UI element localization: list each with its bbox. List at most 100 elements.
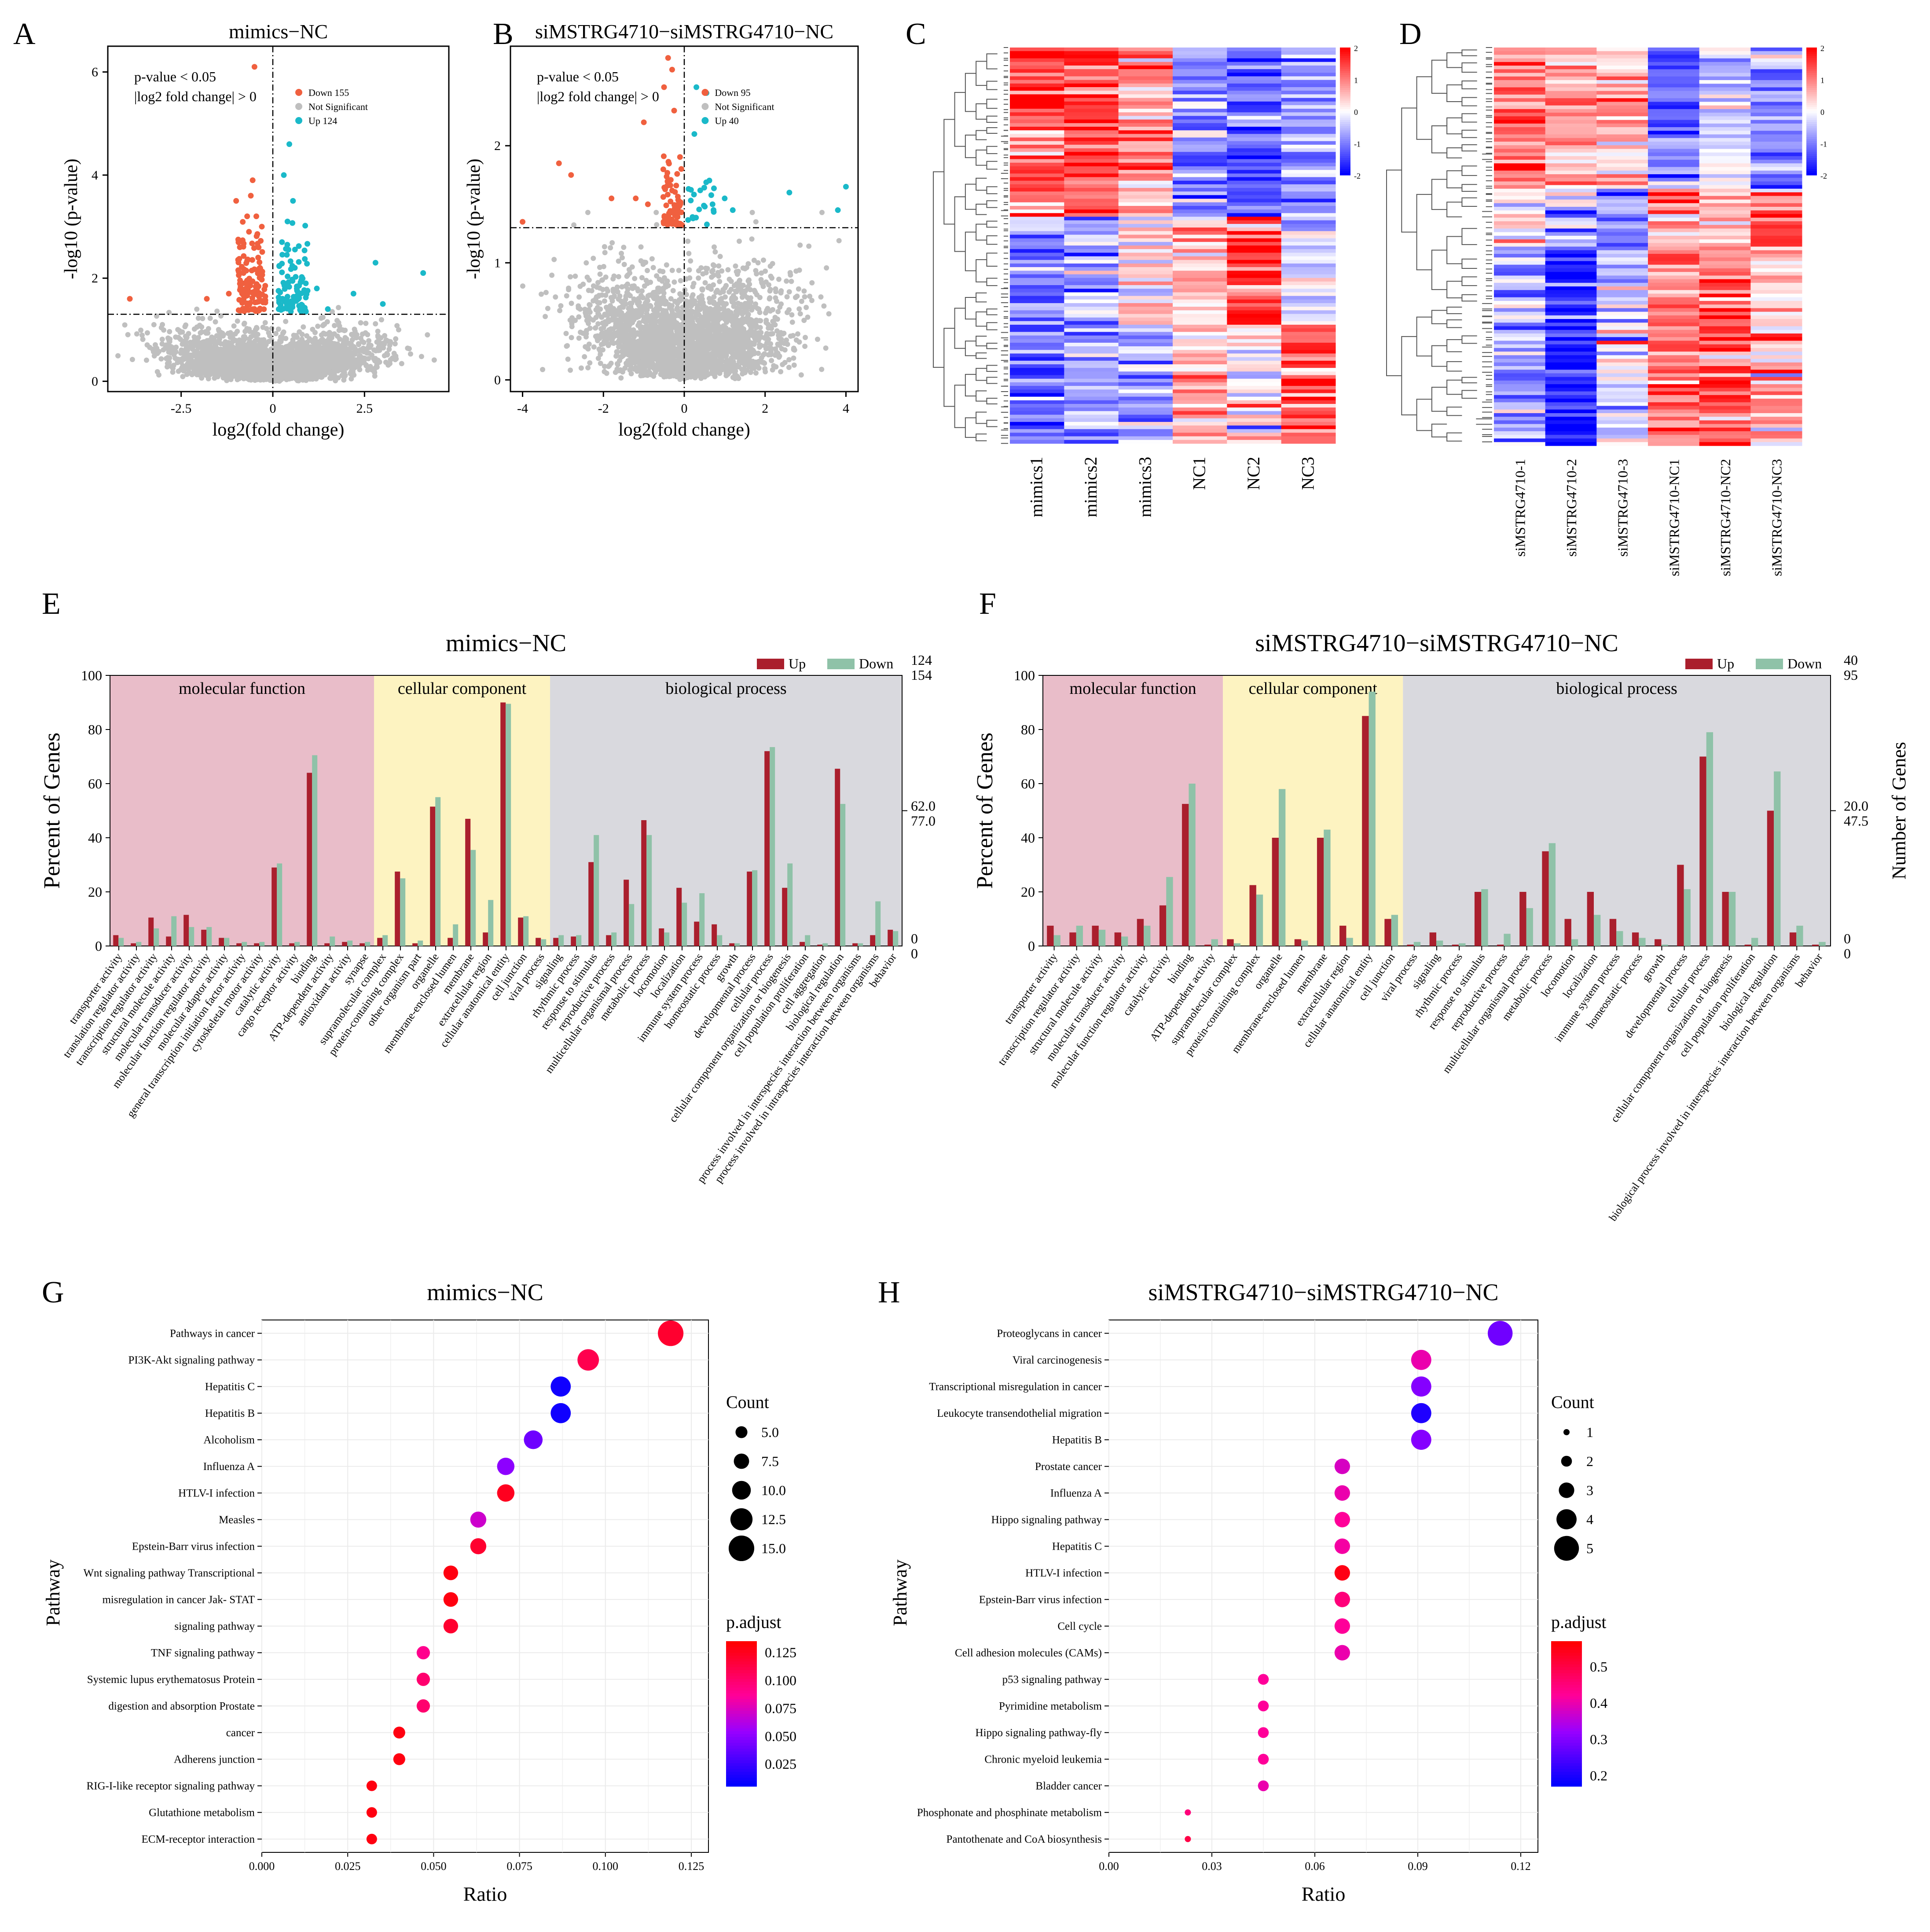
point-not-significant bbox=[609, 240, 615, 246]
point-down bbox=[261, 286, 268, 293]
point-not-significant bbox=[337, 363, 343, 368]
point-not-significant bbox=[618, 375, 624, 381]
point-not-significant bbox=[789, 312, 795, 318]
point-not-significant bbox=[586, 277, 592, 283]
point-not-significant bbox=[199, 375, 205, 381]
point-down bbox=[239, 290, 245, 297]
point-up bbox=[314, 286, 320, 292]
point-not-significant bbox=[213, 319, 218, 325]
point-not-significant bbox=[638, 244, 644, 250]
point-not-significant bbox=[378, 317, 384, 323]
point-not-significant bbox=[712, 249, 718, 255]
point-down bbox=[235, 267, 241, 273]
point-not-significant bbox=[173, 349, 179, 355]
point-up bbox=[284, 218, 290, 224]
point-down bbox=[243, 279, 250, 285]
point-not-significant bbox=[269, 337, 275, 343]
point-not-significant bbox=[795, 331, 800, 337]
volcano-plot-B: -4 -2 0 2 4012siMSTRG4710−siMSTRG4710−NClog2… bbox=[464, 20, 859, 440]
point-not-significant bbox=[318, 315, 324, 321]
point-not-significant bbox=[595, 280, 601, 286]
point-not-significant bbox=[227, 334, 233, 340]
point-not-significant bbox=[266, 353, 272, 359]
point-not-significant bbox=[301, 324, 306, 330]
point-not-significant bbox=[140, 337, 146, 342]
point-up bbox=[302, 290, 308, 296]
point-not-significant bbox=[159, 337, 165, 342]
point-not-significant bbox=[602, 250, 608, 256]
point-not-significant bbox=[175, 327, 181, 333]
y-tick-label: 2 bbox=[92, 271, 98, 286]
point-not-significant bbox=[333, 348, 339, 353]
point-not-significant bbox=[331, 362, 337, 367]
point-not-significant bbox=[361, 360, 367, 366]
point-not-significant bbox=[690, 292, 696, 298]
point-not-significant bbox=[576, 335, 582, 341]
point-not-significant bbox=[139, 332, 145, 338]
point-not-significant bbox=[648, 322, 654, 327]
point-up bbox=[294, 287, 300, 293]
point-not-significant bbox=[173, 334, 179, 340]
point-not-significant bbox=[262, 320, 268, 326]
point-not-significant bbox=[180, 357, 185, 363]
point-not-significant bbox=[242, 350, 248, 356]
point-not-significant bbox=[425, 332, 430, 337]
point-not-significant bbox=[788, 272, 793, 278]
point-not-significant bbox=[388, 357, 393, 363]
point-not-significant bbox=[778, 369, 784, 374]
point-not-significant bbox=[773, 286, 778, 292]
point-not-significant bbox=[236, 357, 242, 363]
point-not-significant bbox=[336, 327, 342, 333]
point-not-significant bbox=[258, 375, 264, 381]
point-not-significant bbox=[585, 209, 591, 215]
point-not-significant bbox=[662, 301, 668, 307]
point-not-significant bbox=[264, 360, 269, 366]
point-not-significant bbox=[586, 288, 591, 293]
point-down bbox=[236, 272, 242, 279]
point-not-significant bbox=[418, 354, 424, 359]
point-not-significant bbox=[195, 335, 201, 341]
point-not-significant bbox=[191, 334, 197, 340]
point-not-significant bbox=[242, 320, 247, 326]
point-not-significant bbox=[770, 261, 775, 267]
point-not-significant bbox=[751, 257, 757, 263]
point-down bbox=[233, 198, 239, 204]
point-not-significant bbox=[253, 326, 259, 332]
point-not-significant bbox=[192, 359, 198, 364]
point-not-significant bbox=[737, 278, 742, 283]
point-not-significant bbox=[565, 343, 570, 348]
point-not-significant bbox=[180, 374, 186, 379]
point-not-significant bbox=[806, 243, 812, 249]
point-down bbox=[250, 177, 256, 183]
point-not-significant bbox=[331, 370, 337, 376]
point-not-significant bbox=[621, 262, 627, 268]
point-up bbox=[279, 269, 285, 275]
point-down bbox=[236, 297, 242, 303]
point-not-significant bbox=[317, 348, 323, 354]
point-not-significant bbox=[341, 377, 347, 383]
point-not-significant bbox=[686, 251, 692, 257]
point-not-significant bbox=[763, 320, 769, 326]
point-not-significant bbox=[239, 374, 245, 380]
point-not-significant bbox=[327, 339, 333, 345]
point-not-significant bbox=[749, 236, 755, 242]
point-up bbox=[296, 259, 302, 265]
legend-label: Up 124 bbox=[308, 115, 337, 126]
point-not-significant bbox=[261, 352, 267, 358]
point-not-significant bbox=[821, 303, 827, 309]
point-up bbox=[302, 256, 308, 262]
point-not-significant bbox=[375, 333, 381, 338]
point-not-significant bbox=[150, 346, 156, 352]
point-not-significant bbox=[571, 222, 577, 228]
y-tick-label: 0 bbox=[92, 374, 98, 389]
point-not-significant bbox=[716, 263, 722, 269]
point-not-significant bbox=[569, 301, 574, 306]
point-not-significant bbox=[802, 344, 808, 349]
point-not-significant bbox=[545, 306, 550, 312]
point-not-significant bbox=[200, 316, 205, 322]
point-not-significant bbox=[263, 342, 269, 348]
point-not-significant bbox=[807, 293, 813, 299]
point-not-significant bbox=[587, 309, 593, 315]
point-not-significant bbox=[621, 245, 627, 250]
point-not-significant bbox=[335, 341, 341, 347]
